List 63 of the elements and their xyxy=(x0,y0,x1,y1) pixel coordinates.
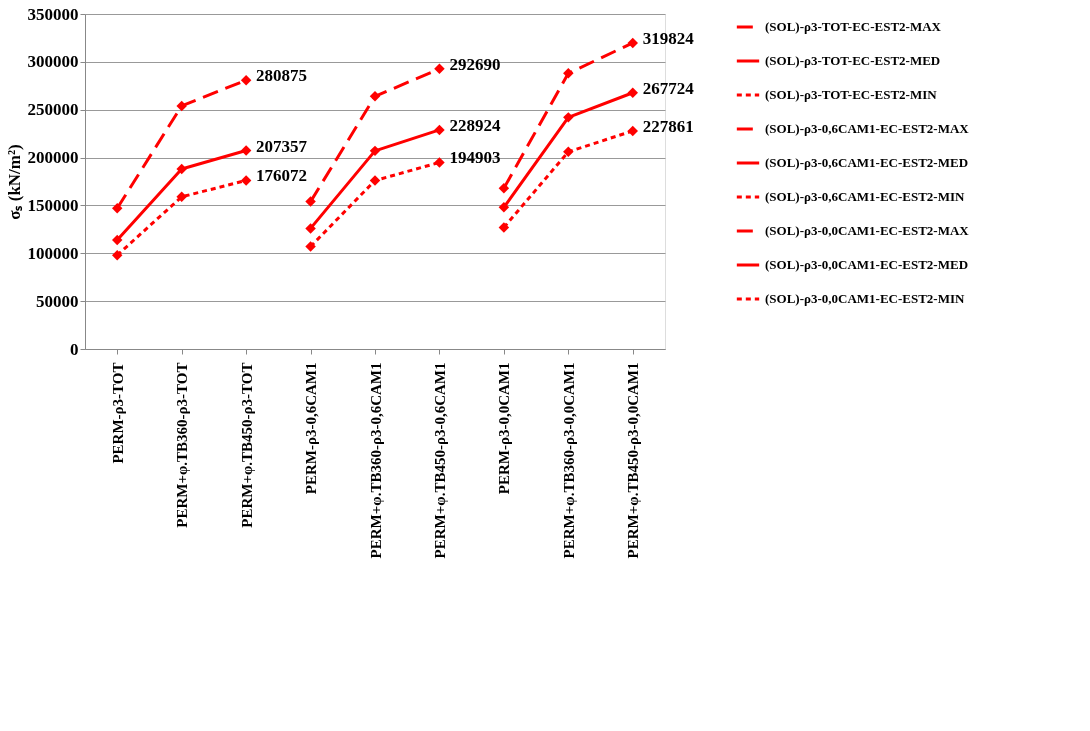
point xyxy=(498,222,510,233)
y-axis-title: σₛ (kN/m²) xyxy=(4,144,24,220)
data-label: 292690 xyxy=(449,54,501,74)
data-label: 176072 xyxy=(256,166,308,186)
x-tick-label: PERM+φ.TB360-ρ3-0,6CAM1 xyxy=(367,362,384,559)
legend-label: (SOL)-ρ3-0,0CAM1-EC-EST2-MED xyxy=(765,257,969,272)
point xyxy=(627,37,639,49)
y-tick-label: 350000 xyxy=(27,4,79,24)
point xyxy=(305,223,316,234)
point xyxy=(498,182,510,194)
x-tick-label: PERM+φ.TB450-ρ3-0,0CAM1 xyxy=(625,362,642,559)
data-label: 227861 xyxy=(642,116,694,136)
point xyxy=(627,87,639,98)
point xyxy=(434,124,445,136)
y-tick-label: 300000 xyxy=(27,52,79,72)
point xyxy=(627,125,639,137)
x-tick-label: PERM+φ.TB360-ρ3-0,0CAM1 xyxy=(560,362,577,559)
point xyxy=(240,145,252,156)
data-label: 280875 xyxy=(256,66,308,86)
point xyxy=(369,175,381,186)
data-label: 194903 xyxy=(449,148,501,168)
point xyxy=(111,203,123,214)
x-tick-label: PERM-ρ3-TOT xyxy=(109,362,126,464)
y-tick-label: 150000 xyxy=(27,195,79,215)
x-tick-label: PERM-ρ3-0,0CAM1 xyxy=(496,362,513,495)
y-tick-label: 0 xyxy=(70,339,79,359)
legend-label: (SOL)-ρ3-0,0CAM1-EC-EST2-MAX xyxy=(765,223,970,238)
point xyxy=(369,91,381,102)
point xyxy=(369,145,381,157)
x-tick-label: PERM+φ.TB450-ρ3-TOT xyxy=(238,362,255,528)
data-label: 228924 xyxy=(449,115,501,135)
x-tick-label: PERM+φ.TB450-ρ3-0,6CAM1 xyxy=(431,362,448,559)
y-tick-label: 50000 xyxy=(36,291,79,311)
y-tick-label: 250000 xyxy=(27,100,79,120)
y-tick-label: 200000 xyxy=(27,148,79,168)
x-tick-label: PERM+φ.TB360-ρ3-TOT xyxy=(174,362,191,528)
legend-label: (SOL)-ρ3-0,0CAM1-EC-EST2-MIN xyxy=(765,291,966,306)
point xyxy=(111,249,123,261)
data-label: 207357 xyxy=(256,136,308,156)
point xyxy=(305,196,316,207)
point xyxy=(434,157,445,168)
point xyxy=(176,163,187,175)
legend-label: (SOL)-ρ3-0,6CAM1-EC-EST2-MED xyxy=(765,155,969,170)
point xyxy=(111,234,123,246)
point xyxy=(176,100,187,112)
legend-label: (SOL)-ρ3-0,6CAM1-EC-EST2-MAX xyxy=(765,121,970,136)
point xyxy=(563,112,574,123)
legend-label: (SOL)-ρ3-TOT-EC-EST2-MAX xyxy=(765,19,942,34)
point xyxy=(434,63,445,75)
legend-label: (SOL)-ρ3-0,6CAM1-EC-EST2-MIN xyxy=(765,189,966,204)
legend-label: (SOL)-ρ3-TOT-EC-EST2-MIN xyxy=(765,87,938,102)
data-label: 267724 xyxy=(642,78,695,98)
x-tick-label: PERM-ρ3-0,6CAM1 xyxy=(303,362,320,495)
point xyxy=(240,175,252,186)
legend-label: (SOL)-ρ3-TOT-EC-EST2-MED xyxy=(765,53,941,68)
point xyxy=(240,74,252,86)
point xyxy=(176,191,187,203)
point xyxy=(498,202,510,213)
point xyxy=(305,241,316,252)
y-tick-label: 100000 xyxy=(27,243,79,263)
point xyxy=(563,68,574,79)
point xyxy=(563,146,574,158)
data-label: 319824 xyxy=(642,28,695,48)
